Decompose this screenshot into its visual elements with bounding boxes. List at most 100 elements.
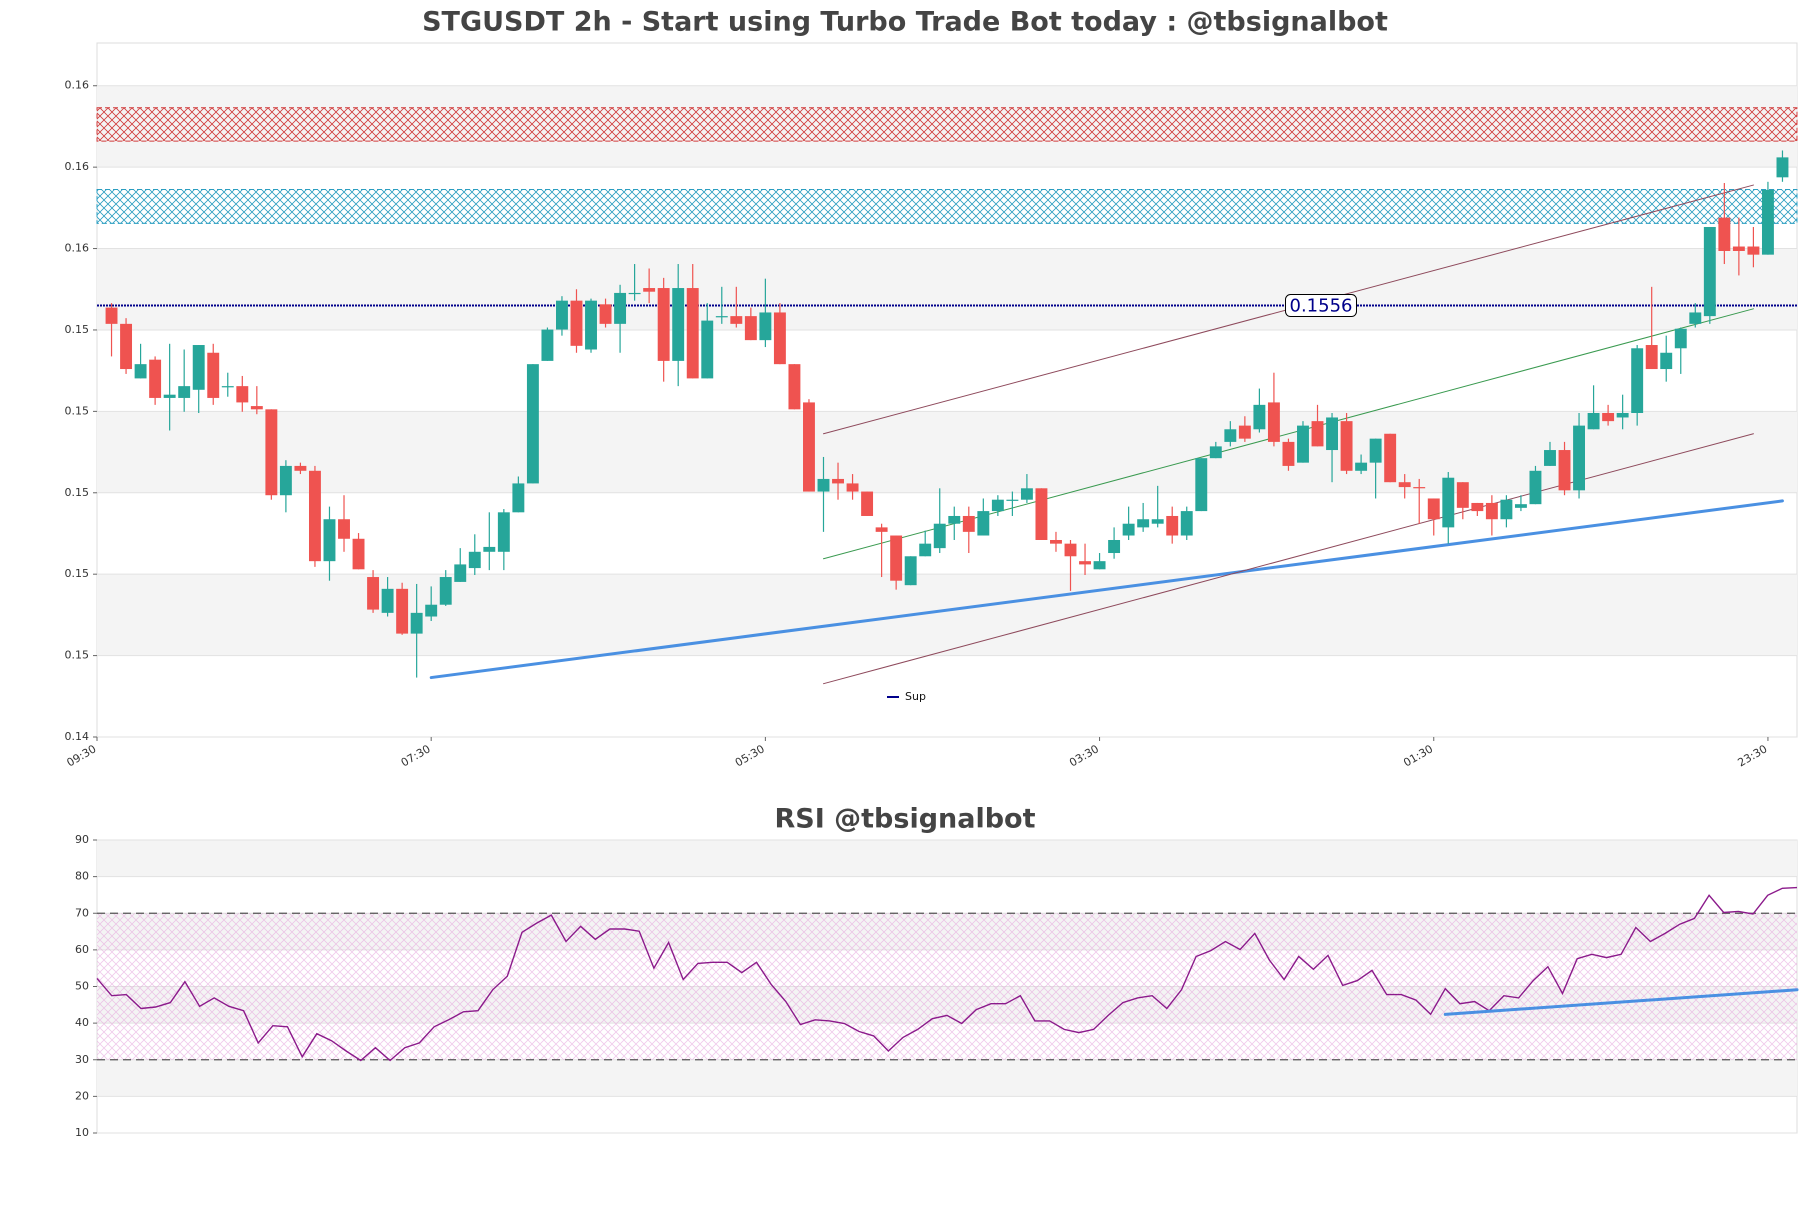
y-tick-label: 50 (75, 980, 89, 993)
candle-body (178, 386, 191, 398)
candle-body (1326, 417, 1338, 451)
candle-body (1689, 312, 1702, 324)
candle-body (1384, 433, 1397, 483)
candle-body (1573, 425, 1586, 491)
candle-body (788, 364, 801, 410)
candle-body (919, 543, 932, 557)
candle-body (1195, 458, 1208, 512)
candle-body (439, 577, 452, 605)
y-tick-label: 0.14 (65, 730, 90, 743)
y-tick-label: 90 (75, 833, 89, 846)
candle-body (1355, 462, 1368, 471)
candle-body (556, 300, 568, 330)
candle-body (1660, 352, 1673, 370)
candle-body (1471, 502, 1484, 512)
candle-body (483, 546, 496, 552)
candle-body (1108, 539, 1121, 554)
candle-body (149, 359, 162, 398)
candle-body (1602, 412, 1615, 422)
candle-body (773, 312, 786, 365)
candle-body (352, 538, 365, 570)
candle-body (1064, 543, 1077, 557)
candle-body (1151, 519, 1164, 524)
candle-body (134, 364, 147, 379)
y-tick-label: 40 (75, 1016, 89, 1029)
candle-body (570, 300, 583, 346)
candle-body (1776, 157, 1789, 178)
trend-line (1443, 988, 1799, 1016)
level-label: 0.1556 (1290, 296, 1353, 317)
candle-body (962, 515, 975, 532)
y-tick-label: 0.16 (65, 160, 90, 173)
band (97, 411, 1797, 493)
candle-body (1369, 438, 1382, 463)
band (97, 840, 1797, 877)
rsi-line (96, 886, 1798, 1062)
candle-body (904, 556, 917, 586)
candle-body (1282, 441, 1295, 466)
candle-body (1529, 470, 1542, 505)
candle-body (759, 312, 772, 341)
level-label-box (1285, 294, 1357, 318)
candle-body (425, 604, 438, 617)
zone (96, 189, 1798, 224)
chart-title: STGUSDT 2h - Start using Turbo Trade Bot… (422, 7, 1388, 38)
candle-body (1485, 502, 1498, 520)
y-tick-label: 0.15 (65, 323, 90, 336)
candle-body (396, 588, 409, 634)
candle-body (221, 386, 234, 388)
candle-body (410, 612, 423, 634)
band (97, 574, 1797, 656)
candle-body (294, 465, 307, 471)
y-tick-label: 20 (75, 1089, 89, 1102)
candle-body (744, 316, 757, 341)
x-tick-label: 09:30 (65, 742, 99, 769)
candle-body (875, 527, 888, 532)
candle-body (1253, 404, 1266, 430)
candle-body (1166, 515, 1179, 536)
band (97, 248, 1797, 330)
candle-body (308, 470, 321, 562)
x-tick-label: 23:30 (1735, 742, 1769, 769)
candle-body (265, 409, 278, 496)
x-tick-label: 03:30 (1067, 742, 1101, 769)
candle-body (643, 288, 656, 292)
candle-body (846, 483, 859, 492)
candle-body (1006, 499, 1019, 501)
candle-body (1558, 450, 1571, 491)
candle-body (1645, 345, 1658, 370)
candle-body (1137, 519, 1150, 528)
candle-body (1224, 429, 1237, 442)
candle-body (1732, 246, 1745, 251)
y-tick-label: 0.16 (65, 79, 90, 92)
candle-body (1616, 412, 1629, 418)
x-tick-label: 01:30 (1401, 742, 1435, 769)
candle-body (861, 491, 874, 516)
y-tick-label: 0.15 (65, 404, 90, 417)
y-tick-label: 60 (75, 943, 89, 956)
candle-body (207, 352, 220, 398)
band (97, 1059, 1797, 1097)
candle-body (497, 512, 510, 552)
candle-body (1340, 421, 1353, 471)
candle-body (1050, 539, 1062, 544)
candle-body (250, 406, 263, 410)
candle-body (1079, 561, 1091, 565)
candle-body (236, 386, 249, 403)
candle-body (803, 402, 815, 492)
candle-body (1122, 523, 1135, 536)
y-tick-label: 70 (75, 906, 89, 919)
candle-body (279, 465, 292, 496)
legend-label: Sup (905, 690, 926, 703)
y-tick-label: 0.15 (65, 486, 90, 499)
candle-body (1456, 482, 1469, 508)
candle-body (1035, 488, 1048, 540)
trend-line (822, 433, 1754, 685)
candle-body (163, 394, 176, 398)
y-tick-label: 30 (75, 1053, 89, 1066)
candle-body (1761, 189, 1774, 255)
candle-body (454, 564, 467, 582)
candle-body (1427, 498, 1440, 520)
